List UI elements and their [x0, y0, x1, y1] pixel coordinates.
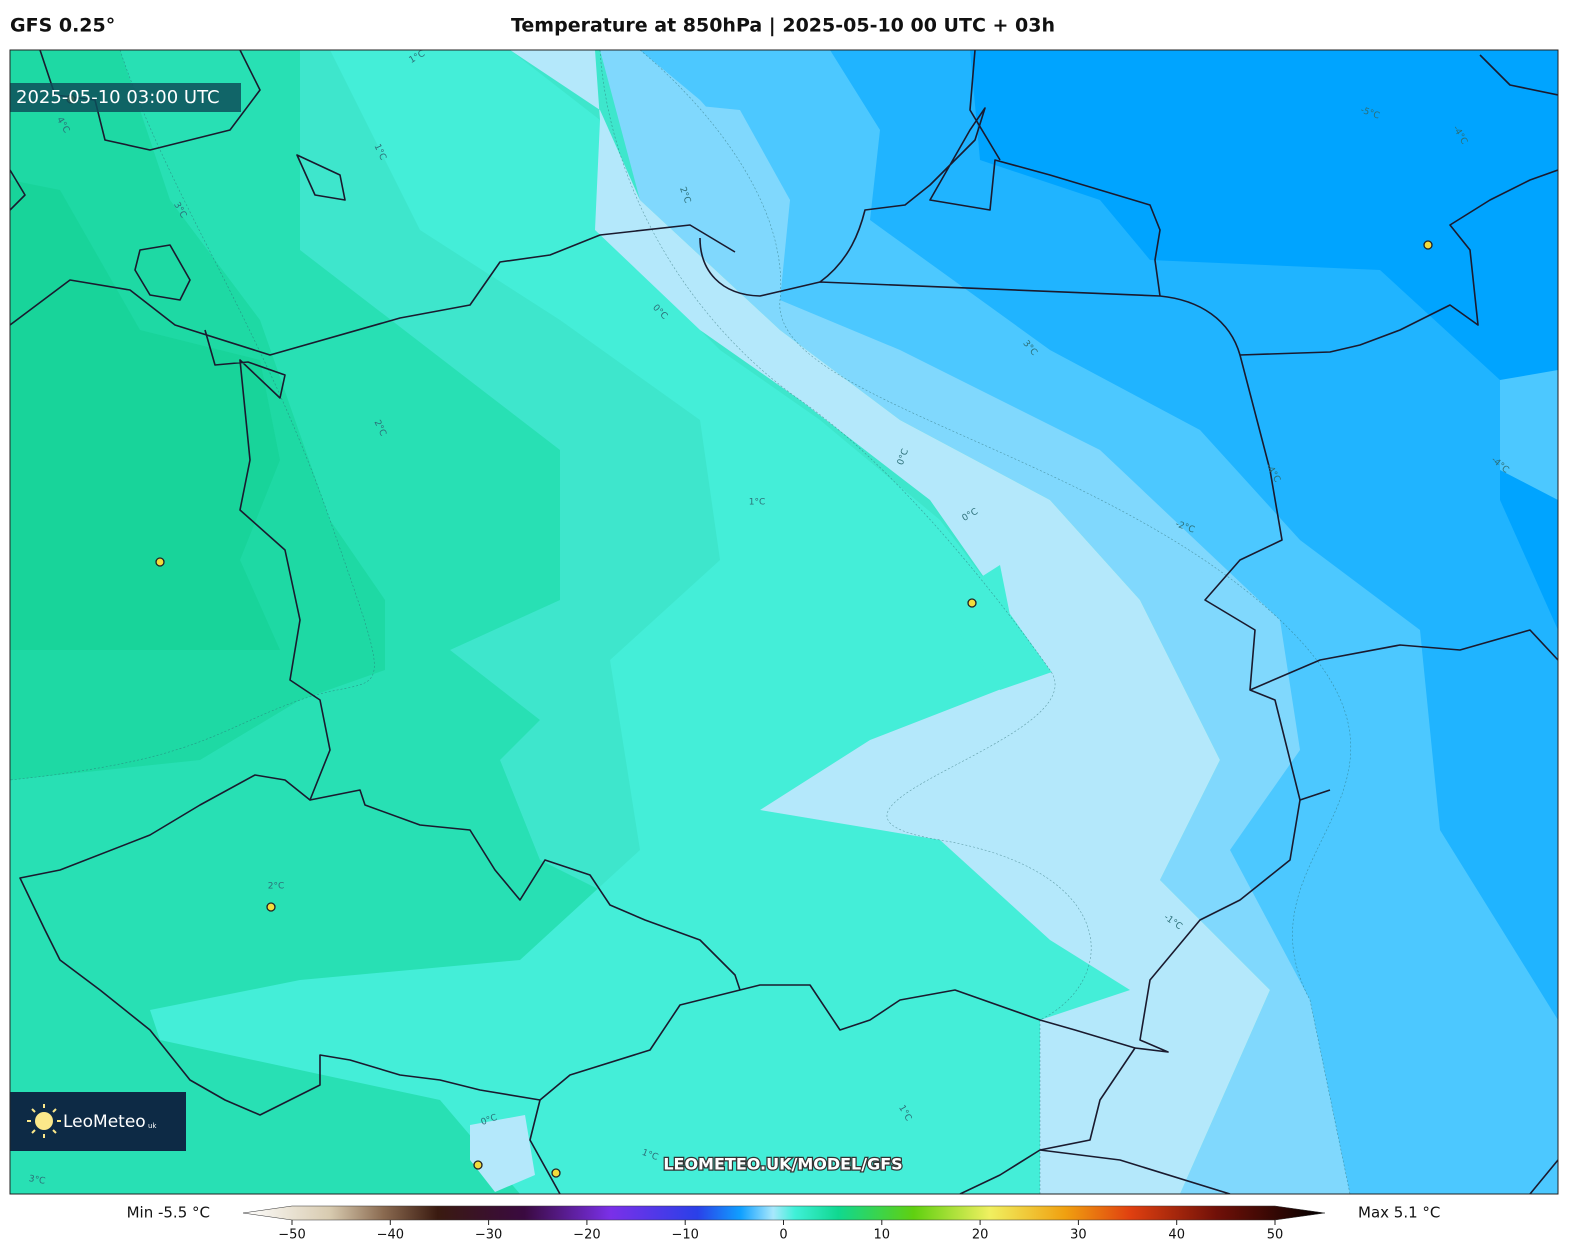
- timestamp: 2025-05-10 03:00 UTC: [16, 87, 220, 108]
- colorbar-tick-label: −50: [278, 1228, 305, 1243]
- contour-label: 3°C: [28, 1174, 46, 1187]
- contour-label: 2°C: [268, 882, 285, 892]
- colorbar-tick-label: −10: [671, 1228, 698, 1243]
- city-marker: [266, 902, 276, 912]
- logo-suffix: uk: [148, 1122, 157, 1130]
- legend-max: Max 5.1 °C: [1358, 1204, 1440, 1222]
- city-marker: [155, 557, 165, 567]
- colorbar-tick-label: −20: [573, 1228, 600, 1243]
- temperature-zone: [510, 50, 1270, 1194]
- country-border: [969, 50, 1558, 161]
- isotherm: [10, 50, 375, 781]
- colorbar-tick-label: 10: [874, 1228, 891, 1243]
- city-marker: [551, 1168, 561, 1178]
- map-frame: [9, 49, 1559, 1195]
- temperature-zone: [470, 1115, 535, 1192]
- watermark: LEOMETEO.UK/MODEL/GFS: [663, 1155, 902, 1174]
- country-border: [19, 329, 1136, 1116]
- temperature-zone: [10, 180, 280, 650]
- temperature-zone: [640, 100, 790, 270]
- logo-sun: [27, 1104, 61, 1138]
- contour-label: 1°C: [749, 498, 766, 508]
- country-border: [819, 107, 1161, 297]
- model-name: GFS 0.25°: [10, 15, 115, 37]
- colorbar: [242, 1205, 1326, 1221]
- colorbar-tick-label: 50: [1267, 1228, 1284, 1243]
- city-marker: [473, 1160, 483, 1170]
- country-border: [309, 789, 741, 991]
- timestamp-box: [10, 83, 241, 112]
- colorbar-tick-label: 0: [779, 1228, 787, 1243]
- colorbar-tick-label: 20: [972, 1228, 989, 1243]
- country-border: [10, 224, 736, 356]
- map-title: Temperature at 850hPa | 2025-05-10 00 UT…: [511, 15, 1055, 37]
- lake-outline: [10, 154, 346, 301]
- legend-min: Min -5.5 °C: [127, 1204, 210, 1222]
- temperature-zone: [150, 50, 1130, 1194]
- colorbar-tick-label: −30: [475, 1228, 502, 1243]
- city-marker: [1423, 240, 1433, 250]
- temperature-zone: [830, 50, 1558, 1020]
- logo-text: LeoMeteo: [63, 1112, 146, 1132]
- colorbar-tick-label: −40: [377, 1228, 404, 1243]
- city-marker: [967, 598, 977, 608]
- country-border: [699, 169, 1558, 356]
- colorbar-tick-label: 40: [1168, 1228, 1185, 1243]
- colorbar-tick-label: 30: [1070, 1228, 1087, 1243]
- temperature-zone: [945, 565, 1052, 690]
- map: 1°C1°C3°C4°C2°C0°C2°C1°C0°C0°C3°C-5°C-4°…: [10, 50, 1558, 1194]
- country-border: [959, 354, 1301, 1194]
- country-border: [1249, 629, 1558, 801]
- country-border: [529, 1099, 1558, 1194]
- temperature-zone: [1500, 370, 1558, 500]
- colorbar-ticks: −50 −40 −30 −20 −10 0 10 20 30 40 50: [278, 1220, 1283, 1243]
